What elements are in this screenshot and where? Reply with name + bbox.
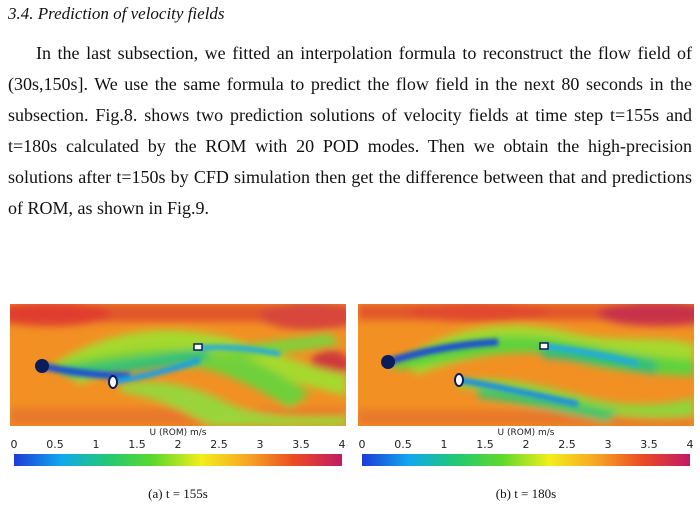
- colorbar-title: U (ROM) m/s: [149, 428, 207, 438]
- cylinder-1: [381, 355, 395, 369]
- cylinder-2: [108, 375, 118, 389]
- tick-label: 0.5: [46, 438, 64, 451]
- tick-label: 2: [174, 438, 182, 451]
- tick-label: 1.5: [128, 438, 146, 451]
- tick-label: 4: [338, 438, 346, 451]
- velocity-field-a: [10, 304, 346, 426]
- colorbar-ticks: 0 0.5 1 1.5 2 2.5 3 3.5 4: [10, 438, 346, 452]
- figure-a: U (ROM) m/s 0 0.5 1 1.5 2 2.5 3 3.5 4 (a…: [10, 304, 346, 504]
- colorbar-title: U (ROM) m/s: [497, 428, 555, 438]
- cylinder-2: [454, 373, 464, 387]
- tick-label: 2: [522, 438, 530, 451]
- tick-label: 3.5: [292, 438, 310, 451]
- colorbar-gradient: [362, 454, 690, 466]
- cylinder-1: [35, 359, 49, 373]
- velocity-field-b: [358, 304, 694, 426]
- tick-label: 1.5: [476, 438, 494, 451]
- tick-label: 1: [440, 438, 448, 451]
- colorbar-ticks: 0 0.5 1 1.5 2 2.5 3 3.5 4: [358, 438, 694, 452]
- tick-label: 3: [604, 438, 612, 451]
- figure-caption: (a) t = 155s: [148, 486, 208, 501]
- figure-b: U (ROM) m/s 0 0.5 1 1.5 2 2.5 3 3.5 4 (b…: [358, 304, 694, 504]
- colorbar-gradient: [14, 454, 342, 466]
- tick-label: 4: [686, 438, 694, 451]
- cylinder-3: [539, 342, 549, 350]
- tick-label: 3: [256, 438, 264, 451]
- tick-label: 0: [10, 438, 18, 451]
- figure-caption: (b) t = 180s: [495, 486, 557, 501]
- tick-label: 0.5: [394, 438, 412, 451]
- section-title: 3.4. Prediction of velocity fields: [8, 4, 225, 23]
- tick-label: 1: [92, 438, 100, 451]
- tick-label: 2.5: [210, 438, 228, 451]
- cylinder-3: [193, 343, 203, 351]
- tick-label: 0: [358, 438, 366, 451]
- tick-label: 2.5: [558, 438, 576, 451]
- paragraph-text: In the last subsection, we fitted an int…: [8, 43, 692, 218]
- tick-label: 3.5: [640, 438, 658, 451]
- body-paragraph: In the last subsection, we fitted an int…: [8, 38, 692, 224]
